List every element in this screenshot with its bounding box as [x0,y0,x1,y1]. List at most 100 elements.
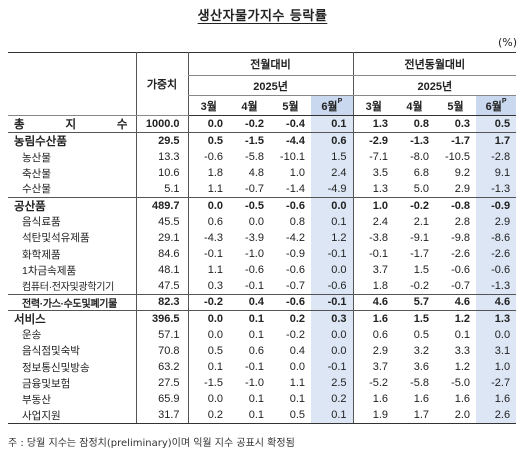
mom-cell: 0.0 [311,262,354,279]
mom-cell: 0.0 [311,326,354,343]
yoy-cell: 0.1 [454,328,471,341]
weight-cell: 82.3 [135,293,188,311]
mom-cell: -0.7 [245,182,264,195]
yoy-cell: -9.1 [410,231,430,244]
yoy-cell: 3.1 [476,342,517,360]
mom-cell: 0.2 [311,391,354,408]
category-header [8,52,136,116]
mom-cell: 0.8 [289,215,305,228]
yoy-cell: 0.5 [413,328,430,341]
mom-cell: -0.6 [270,293,311,311]
yoy-cell: 0.8 [413,118,430,130]
table-row: 사업지원 31.7 0.2 0.1 0.5 0.1 1.9 1.7 2.0 2.6 [8,407,517,424]
yoy-month-5: 5월 [435,95,477,116]
mom-cell: 0.6 [311,132,354,149]
yoy-month-6: 6월P [476,95,517,116]
table-row: 공산품 489.7 0.0 -0.5 -0.6 0.0 1.0 -0.2 -0.8 -0.9 [8,196,517,214]
table-row: 석탄및석유제품 29.1 -4.3 -3.9 -4.2 1.2 -3.8 -9.1 -9.8 -8… [8,229,517,246]
weight-cell: 29.5 [135,132,188,149]
yoy-cell: 1.2 [454,361,471,374]
yoy-cell: 0.3 [454,118,471,130]
yoy-cell: -2.6 [476,245,517,263]
mom-cell: 0.4 [289,344,305,357]
mom-cell: 0.5 [187,342,229,360]
mom-cell: -0.7 [286,279,305,292]
weight-cell: 13.3 [135,149,188,166]
table-row: 1차금속제품 48.1 1.1 -0.6 -0.6 0.0 3.7 1.5 -0.6 -0.6 [8,262,517,279]
mom-cell: 1.1 [289,377,305,390]
yoy-cell: -0.9 [476,196,517,214]
weight-cell: 10.6 [135,165,188,182]
mom-cell: 0.1 [248,393,264,406]
mom-cell: 0.0 [289,361,305,374]
mom-cell: 0.0 [311,342,354,360]
row-label: 음식료품 [22,216,61,229]
table-row: 음식점및숙박 70.8 0.5 0.6 0.4 0.0 2.9 3.2 3.3 3.1 [8,342,517,360]
mom-cell: 0.6 [248,344,264,357]
mom-cell: 0.1 [311,407,354,424]
mom-cell: 0.3 [311,309,354,327]
yoy-cell: -3.8 [352,229,395,246]
table-row: 수산물 5.1 1.1 -0.7 -1.4 -4.9 1.3 5.0 2.9 -1.3 [8,181,517,198]
table-row: 농림수산품 29.5 0.5 -1.5 -4.4 0.6 -2.9 -1.3 -1.7 1.7 [8,132,517,149]
row-label: 화학제품 [22,248,61,261]
yoy-cell: -0.6 [476,262,517,279]
table-row: 정보통신및방송 63.2 0.1 -0.1 0.0 -0.1 3.7 3.6 1.2 1.0 [8,359,517,376]
table-body: 총 지 수 1000.0 0.0 -0.2 -0.4 0.1 1.3 0.8 0.3 0.5 농림수… [8,115,517,424]
row-label: 정보통신및방송 [22,361,90,374]
yoy-cell: 2.9 [476,213,517,230]
yoy-cell: 6.8 [413,167,430,180]
mom-cell: 0.1 [187,359,229,376]
yoy-month-4: 4월 [394,95,436,116]
row-label: 농산물 [22,151,51,164]
yoy-cell: 9.1 [476,165,517,182]
yoy-cell: 4.6 [352,293,395,311]
table-row: 음식료품 45.5 0.6 0.0 0.8 0.1 2.4 2.1 2.8 2.9 [8,213,517,230]
mom-cell: -1.0 [245,377,264,390]
row-label: 공산품 [8,196,136,214]
mom-cell: -0.2 [187,293,229,311]
yoy-cell: 3.7 [352,359,395,376]
yoy-cell: -2.8 [476,149,517,166]
mom-cell: 0.0 [311,196,354,214]
mom-month-4: 4월 [229,95,270,116]
weight-cell: 5.1 [135,181,188,198]
yoy-cell: -0.8 [435,196,477,214]
mom-cell: 0.6 [187,213,229,230]
yoy-cell: 1.0 [476,359,517,376]
mom-cell: -1.4 [286,182,305,195]
weight-cell: 29.1 [135,229,188,246]
mom-cell: -0.5 [229,196,270,214]
weight-cell: 45.5 [135,213,188,230]
yoy-cell: 9.2 [454,167,471,180]
yoy-cell: 1.5 [413,264,430,277]
mom-cell: -0.2 [245,118,264,130]
mom-cell: 1.1 [187,262,229,279]
mom-cell: 1.1 [187,181,229,198]
mom-cell: 0.5 [270,407,311,424]
mom-cell: -0.1 [311,359,354,376]
mom-cell: 1.2 [311,229,354,246]
mom-cell: -0.6 [245,264,264,277]
weight-cell: 47.5 [135,278,188,295]
mom-month-3: 3월 [187,95,229,116]
mom-month-6: 6월P [311,95,354,116]
weight-cell: 57.1 [135,326,188,343]
yoy-cell: 1.7 [476,132,517,149]
yoy-cell: -10.5 [444,151,471,164]
row-label: 운송 [22,329,42,342]
mom-cell: 0.2 [187,407,229,424]
yoy-cell: -0.2 [410,279,430,292]
yoy-cell: 1.8 [352,278,395,295]
mom-cell: 4.8 [248,167,264,180]
mom-cell: -0.1 [245,361,264,374]
weight-cell: 396.5 [135,309,188,327]
mom-cell: -5.8 [245,151,264,164]
yoy-cell: 1.3 [476,309,517,327]
yoy-cell: -5.0 [451,377,471,390]
row-label: 부동산 [22,393,51,406]
weight-cell: 1000.0 [135,115,188,133]
mom-cell: 0.0 [248,215,264,228]
mom-cell: 1.0 [289,167,305,180]
footnote: 주 : 당월 지수는 잠정치(preliminary)이며 익월 지수 공표시 … [8,438,295,449]
